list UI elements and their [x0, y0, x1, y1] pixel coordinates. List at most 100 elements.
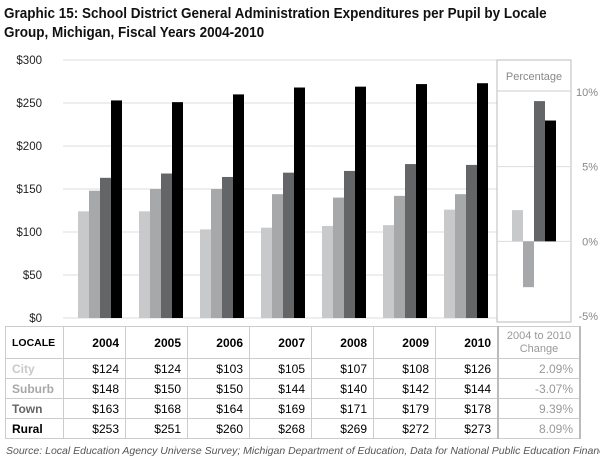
value-cell: $178	[435, 398, 499, 419]
y-tick-label: $0	[29, 313, 42, 325]
value-cell: $124	[63, 358, 126, 379]
y-tick-label: $100	[16, 227, 42, 239]
bar-city-2006	[200, 229, 211, 318]
bar-suburb-2007	[272, 194, 283, 318]
value-cell: $107	[311, 358, 374, 379]
value-cell: $142	[373, 378, 436, 399]
chart-title: Graphic 15: School District General Admi…	[4, 5, 547, 41]
change-cell: 9.39%	[497, 398, 581, 419]
year-header: 2009	[373, 326, 436, 359]
bar-rural-2010	[477, 83, 488, 318]
bar-suburb-2004	[89, 190, 100, 318]
bar-city-2010	[444, 209, 455, 318]
y-tick-label: $50	[23, 270, 42, 282]
year-header: 2010	[435, 326, 499, 359]
locale-label: Suburb	[5, 378, 64, 399]
bar-suburb-2005	[150, 189, 161, 318]
locale-label: Rural	[5, 418, 64, 439]
bar-town-2009	[405, 164, 416, 318]
value-cell: $150	[125, 378, 188, 399]
bar-suburb-2006	[211, 189, 222, 318]
locale-header: LOCALE	[5, 326, 64, 359]
percentage-panel-title: Percentage	[506, 71, 562, 83]
value-cell: $179	[373, 398, 436, 419]
right-tick-label: 0%	[582, 236, 598, 248]
table-row: Suburb $148 $150 $150 $144 $140 $142 $144 -3.07%	[5, 378, 581, 399]
locale-label: City	[5, 358, 64, 379]
bar-town-2005	[161, 173, 172, 318]
locale-label: Town	[5, 398, 64, 419]
value-cell: $169	[249, 398, 312, 419]
bar-city-2009	[383, 225, 394, 318]
change-cell: 8.09%	[497, 418, 581, 439]
value-cell: $140	[311, 378, 374, 399]
bar-town-2006	[222, 176, 233, 318]
value-cell: $171	[311, 398, 374, 419]
bar-suburb-2008	[333, 197, 344, 318]
value-cell: $144	[249, 378, 312, 399]
pct-bar-suburb	[523, 241, 534, 288]
y-tick-label: $300	[16, 55, 42, 67]
value-cell: $144	[435, 378, 499, 399]
right-tick-label: 10%	[576, 87, 598, 99]
value-cell: $124	[125, 358, 188, 379]
table-header-row: LOCALE 2004 2005 2006 2007 2008 2009 2010 2004 …	[5, 326, 581, 359]
pct-bar-town	[534, 101, 545, 242]
value-cell: $168	[125, 398, 188, 419]
bar-town-2010	[466, 164, 477, 318]
bar-city-2004	[78, 211, 89, 318]
value-cell: $268	[249, 418, 312, 439]
value-cell: $105	[249, 358, 312, 379]
bar-city-2005	[139, 211, 150, 318]
value-cell: $272	[373, 418, 436, 439]
year-header: 2006	[187, 326, 250, 359]
value-cell: $150	[187, 378, 250, 399]
change-header: 2004 to 2010 Change	[497, 326, 581, 359]
value-cell: $251	[125, 418, 188, 439]
bar-town-2004	[100, 177, 111, 318]
bar-city-2007	[261, 227, 272, 318]
value-cell: $253	[63, 418, 126, 439]
bar-rural-2006	[233, 94, 244, 319]
bar-suburb-2009	[394, 195, 405, 318]
pct-bar-rural	[545, 120, 556, 242]
change-cell: -3.07%	[497, 378, 581, 399]
bar-chart: $0 $50 $100 $150 $200 $250 $300 Percentage -5% 0%…	[16, 55, 598, 325]
table-row: Rural $253 $251 $260 $268 $269 $272 $273 8.09%	[5, 418, 581, 439]
y-tick-label: $200	[16, 141, 42, 153]
bar-rural-2007	[294, 87, 305, 319]
bar-rural-2005	[172, 102, 183, 318]
y-tick-label: $150	[16, 184, 42, 196]
year-header: 2005	[125, 326, 188, 359]
bar-town-2008	[344, 170, 355, 318]
table-row: Town $163 $168 $164 $169 $171 $179 $178 9.39%	[5, 398, 581, 419]
bar-suburb-2010	[455, 194, 466, 318]
data-table: LOCALE 2004 2005 2006 2007 2008 2009 2010 2004 …	[5, 326, 581, 439]
bar-rural-2004	[111, 100, 122, 318]
percentage-panel-border	[496, 59, 572, 323]
year-header: 2004	[63, 326, 126, 359]
value-cell: $273	[435, 418, 499, 439]
source-note: Source: Local Education Agency Universe …	[6, 445, 600, 457]
value-cell: $103	[187, 358, 250, 379]
bar-rural-2008	[355, 86, 366, 318]
value-cell: $126	[435, 358, 499, 379]
year-header: 2007	[249, 326, 312, 359]
value-cell: $148	[63, 378, 126, 399]
value-cell: $269	[311, 418, 374, 439]
value-cell: $163	[63, 398, 126, 419]
table-row: City $124 $124 $103 $105 $107 $108 $126 2.09%	[5, 358, 581, 379]
bar-city-2008	[322, 225, 333, 318]
year-header: 2008	[311, 326, 374, 359]
change-cell: 2.09%	[497, 358, 581, 379]
y-tick-label: $250	[16, 98, 42, 110]
bar-rural-2009	[416, 84, 427, 318]
value-cell: $164	[187, 398, 250, 419]
pct-bar-city	[512, 210, 523, 242]
right-tick-label: -5%	[578, 311, 598, 323]
value-cell: $260	[187, 418, 250, 439]
right-tick-label: 5%	[582, 162, 598, 174]
bar-town-2007	[283, 172, 294, 318]
value-cell: $108	[373, 358, 436, 379]
